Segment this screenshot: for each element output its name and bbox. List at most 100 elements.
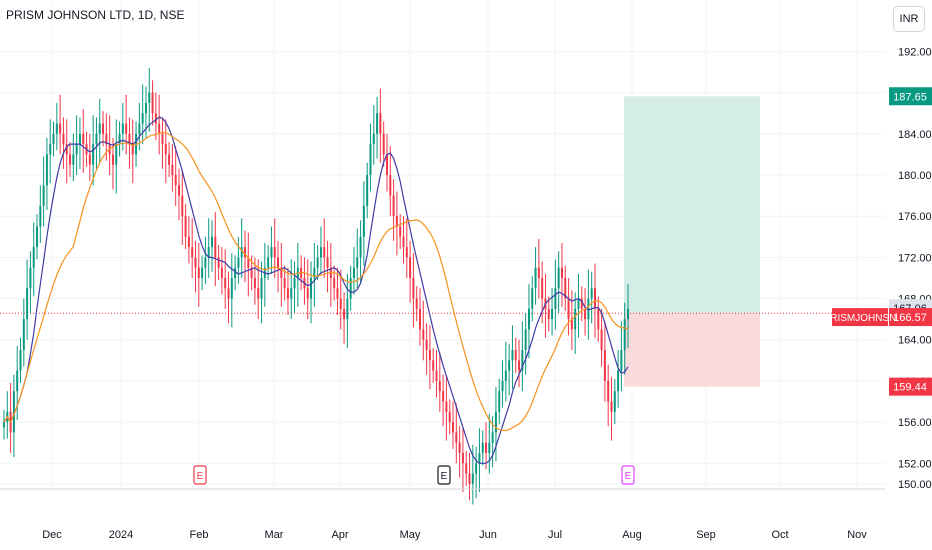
candle-body xyxy=(257,288,260,299)
candle-body xyxy=(270,247,273,258)
candle-body xyxy=(224,277,227,289)
y-tick-label: 192.00 xyxy=(898,46,932,58)
candle-body xyxy=(171,164,174,176)
candle-body xyxy=(39,205,42,227)
candle-body xyxy=(461,452,464,464)
candle-body xyxy=(607,380,610,402)
candle-body xyxy=(452,422,455,433)
candle-body xyxy=(326,257,329,268)
symbol-tag-bg xyxy=(832,308,888,327)
candle-body xyxy=(52,133,55,145)
last-price-tag: 166.57 xyxy=(893,312,927,324)
candle-body xyxy=(319,247,322,258)
earnings-marker-label: E xyxy=(625,471,632,482)
candle-body xyxy=(240,247,243,258)
candle-body xyxy=(148,92,151,103)
candle-body xyxy=(95,133,98,145)
candle-body xyxy=(359,236,362,258)
earnings-marker[interactable]: E xyxy=(621,465,635,485)
x-tick-label: Dec xyxy=(42,529,62,541)
candle-body xyxy=(22,319,25,351)
candle-body xyxy=(627,308,629,320)
candle-body xyxy=(98,123,101,134)
candle-body xyxy=(356,257,359,268)
candle-body xyxy=(102,123,105,134)
candle-body xyxy=(69,154,72,165)
moving-averages xyxy=(3,116,629,464)
candle-body xyxy=(197,267,200,278)
candle-body xyxy=(323,247,326,258)
candle-body xyxy=(250,267,253,278)
candle-body xyxy=(531,288,534,309)
candle-body xyxy=(518,360,521,371)
candle-body xyxy=(369,144,372,176)
candle-body xyxy=(610,401,613,412)
candle-body xyxy=(154,113,157,124)
candle-body xyxy=(164,144,167,155)
candle-body xyxy=(158,123,161,134)
candle-body xyxy=(465,463,468,474)
candle-body xyxy=(141,113,144,124)
candle-body xyxy=(201,267,204,278)
target-price-tag-bg xyxy=(889,87,932,106)
candle-body xyxy=(92,144,95,165)
position-zones xyxy=(0,96,885,387)
candle-body xyxy=(29,267,32,289)
earnings-marker-label: E xyxy=(441,471,448,482)
candle-body xyxy=(547,308,550,320)
candle-body xyxy=(118,133,121,145)
candle-body xyxy=(514,350,517,361)
candle-body xyxy=(283,277,286,289)
candle-body xyxy=(352,267,355,278)
candle-body xyxy=(211,236,213,248)
candle-body xyxy=(207,247,210,258)
candle-body xyxy=(72,154,75,165)
candle-body xyxy=(65,144,68,155)
candle-body xyxy=(267,257,270,268)
candle-body xyxy=(214,236,217,258)
y-tick-label: 172.00 xyxy=(898,252,932,264)
candle-body xyxy=(125,123,128,134)
candle-body xyxy=(455,432,458,443)
candle-body xyxy=(138,123,141,134)
candle-body xyxy=(204,257,207,268)
candle-body xyxy=(557,267,560,289)
candle-body xyxy=(230,277,233,299)
earnings-marker-box xyxy=(437,465,451,485)
candle-body xyxy=(385,154,388,176)
stop-price-tag: 159.44 xyxy=(893,382,927,394)
candle-body xyxy=(62,133,65,145)
candle-body xyxy=(425,339,428,351)
symbol-tag: PRISMJOHNSN xyxy=(824,313,897,324)
candle-body xyxy=(498,391,501,412)
x-tick-label: Aug xyxy=(622,529,642,541)
candle-body xyxy=(42,185,45,206)
candle-body xyxy=(521,350,524,371)
candle-body xyxy=(220,267,223,278)
earnings-marker[interactable]: E xyxy=(193,465,207,485)
candle-body xyxy=(174,175,177,186)
candle-body xyxy=(485,442,488,453)
candle-body xyxy=(12,391,15,433)
candle-body xyxy=(422,329,425,340)
x-tick-label: Feb xyxy=(190,529,209,541)
candle-body xyxy=(286,288,289,299)
earnings-marker[interactable]: E xyxy=(437,465,451,485)
candle-body xyxy=(438,380,441,392)
candle-body xyxy=(349,277,352,299)
x-tick-label: Jul xyxy=(548,529,562,541)
candle-body xyxy=(313,267,316,278)
candle-body xyxy=(194,257,197,268)
candle-body xyxy=(405,247,408,258)
earnings-marker-box xyxy=(621,465,635,485)
candle-body xyxy=(442,391,445,402)
candle-body xyxy=(168,154,171,165)
candle-body xyxy=(260,277,263,299)
candle-body xyxy=(339,298,342,309)
currency-button[interactable]: INR xyxy=(893,6,925,32)
candle-body xyxy=(26,288,29,320)
candle-body xyxy=(372,133,375,145)
candle-body xyxy=(181,195,184,217)
